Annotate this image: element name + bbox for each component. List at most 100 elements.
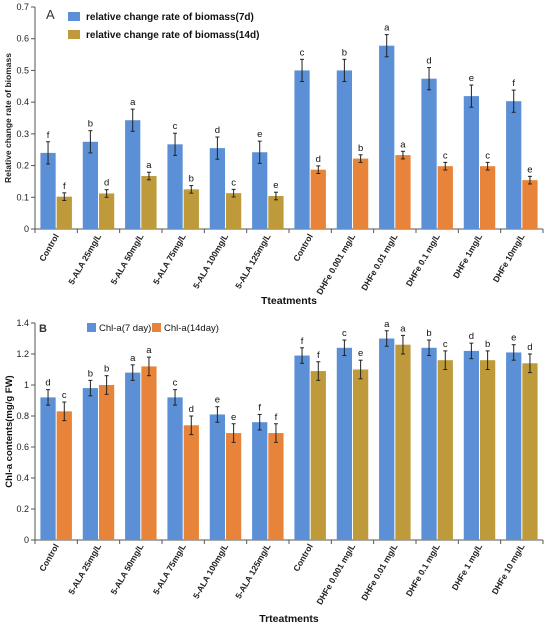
significance-label: e	[511, 333, 516, 344]
significance-label: a	[146, 160, 152, 171]
bar-first-series	[82, 388, 98, 540]
x-tick-label: Control	[37, 232, 61, 263]
significance-label: d	[104, 178, 109, 189]
bar-second-series	[437, 166, 453, 229]
legend-label: Chl-a(7 day)	[99, 323, 151, 334]
bar-second-series	[353, 369, 369, 540]
bar-second-series	[141, 176, 157, 229]
x-tick-label: DHFe 10mg/L	[491, 232, 527, 284]
x-tick-label: 5-ALA 25mg/L	[66, 542, 103, 596]
bar-first-series	[506, 352, 522, 540]
bar-first-series	[294, 70, 310, 229]
bar-first-series	[421, 347, 437, 540]
bar-first-series	[167, 144, 183, 229]
y-axis-title: Relative change rate of biomass	[3, 53, 13, 183]
x-tick-label: DHFe 0.1 mg/L	[404, 232, 442, 288]
bar-second-series	[395, 155, 411, 229]
bar-second-series	[268, 433, 284, 540]
y-tick-label: 0.4	[16, 473, 29, 483]
bar-first-series	[252, 152, 268, 229]
significance-label: f	[512, 78, 515, 89]
significance-label: b	[104, 364, 109, 375]
significance-label: d	[215, 125, 220, 136]
bar-first-series	[421, 78, 437, 229]
y-tick-label: 0.7	[16, 2, 29, 12]
bar-second-series	[183, 189, 199, 229]
significance-label: f	[317, 350, 320, 361]
x-tick-label: DHFe 0.1 mg/L	[404, 542, 442, 598]
x-tick-label: Control	[291, 232, 315, 263]
y-tick-label: 0.2	[16, 161, 29, 171]
significance-label: c	[342, 328, 347, 339]
legend-swatch	[152, 323, 161, 332]
y-tick-label: 1.2	[16, 349, 29, 359]
bar-second-series	[522, 363, 538, 540]
bar-second-series	[353, 158, 369, 229]
significance-label: d	[469, 331, 474, 342]
x-tick-label: 5-ALA 125mg/L	[233, 232, 272, 290]
significance-label: e	[527, 164, 532, 175]
significance-label: e	[273, 180, 278, 191]
y-tick-label: 1.4	[16, 318, 29, 328]
significance-label: d	[527, 342, 532, 353]
bar-first-series	[125, 120, 141, 229]
bar-second-series	[56, 411, 72, 540]
significance-label: d	[316, 154, 321, 165]
significance-label: f	[258, 402, 261, 413]
bar-second-series	[395, 344, 411, 540]
x-tick-label: DHFe 1mg/L	[451, 232, 484, 280]
x-tick-label: 5-ALA 100mg/L	[191, 542, 230, 600]
bar-first-series	[506, 101, 522, 229]
significance-label: c	[231, 177, 236, 188]
bar-first-series	[463, 96, 479, 229]
panel-label: B	[39, 323, 47, 335]
y-tick-label: 0.5	[16, 65, 29, 75]
y-tick-label: 0	[24, 224, 29, 234]
legend-label: relative change rate of biomass(14d)	[86, 30, 259, 41]
y-tick-label: 0.8	[16, 411, 29, 421]
y-tick-label: 0.3	[16, 129, 29, 139]
significance-label: a	[400, 139, 406, 150]
bar-second-series	[226, 193, 242, 229]
significance-label: f	[47, 130, 50, 141]
significance-label: b	[88, 119, 93, 130]
significance-label: a	[400, 323, 406, 334]
x-tick-label: 5-ALA 75mg/L	[151, 542, 188, 596]
significance-label: c	[62, 390, 67, 401]
x-tick-label: 5-ALA 75mg/L	[151, 232, 188, 286]
y-tick-label: 0.2	[16, 504, 29, 514]
x-tick-label: Control	[291, 542, 315, 573]
bar-first-series	[463, 350, 479, 540]
x-tick-label: Control	[37, 542, 61, 573]
significance-label: d	[426, 56, 431, 67]
bar-first-series	[167, 397, 183, 540]
y-tick-label: 0	[24, 535, 29, 545]
x-tick-label: 5-ALA 50mg/L	[108, 232, 145, 286]
significance-label: b	[342, 47, 347, 58]
legend-swatch	[87, 323, 96, 332]
x-tick-label: DHFe 0.001 mg/L	[314, 232, 357, 296]
bar-second-series	[480, 166, 496, 229]
bar-second-series	[99, 193, 115, 229]
significance-label: d	[45, 378, 50, 389]
significance-label: b	[358, 143, 363, 154]
significance-label: f	[301, 336, 304, 347]
significance-label: e	[469, 73, 474, 84]
significance-label: e	[215, 395, 220, 406]
bar-first-series	[82, 141, 98, 229]
bar-second-series	[522, 180, 538, 229]
significance-label: e	[257, 129, 262, 140]
bar-first-series	[209, 414, 225, 540]
bar-second-series	[226, 433, 242, 540]
significance-label: b	[88, 368, 93, 379]
significance-label: c	[300, 47, 305, 58]
y-tick-label: 0.4	[16, 97, 29, 107]
significance-label: e	[231, 412, 236, 423]
y-tick-label: 0.6	[16, 34, 29, 44]
bar-first-series	[294, 355, 310, 540]
significance-label: c	[173, 378, 178, 389]
bar-first-series	[379, 45, 395, 229]
y-tick-label: 1	[24, 380, 29, 390]
x-tick-label: 5-ALA 125mg/L	[233, 542, 272, 600]
